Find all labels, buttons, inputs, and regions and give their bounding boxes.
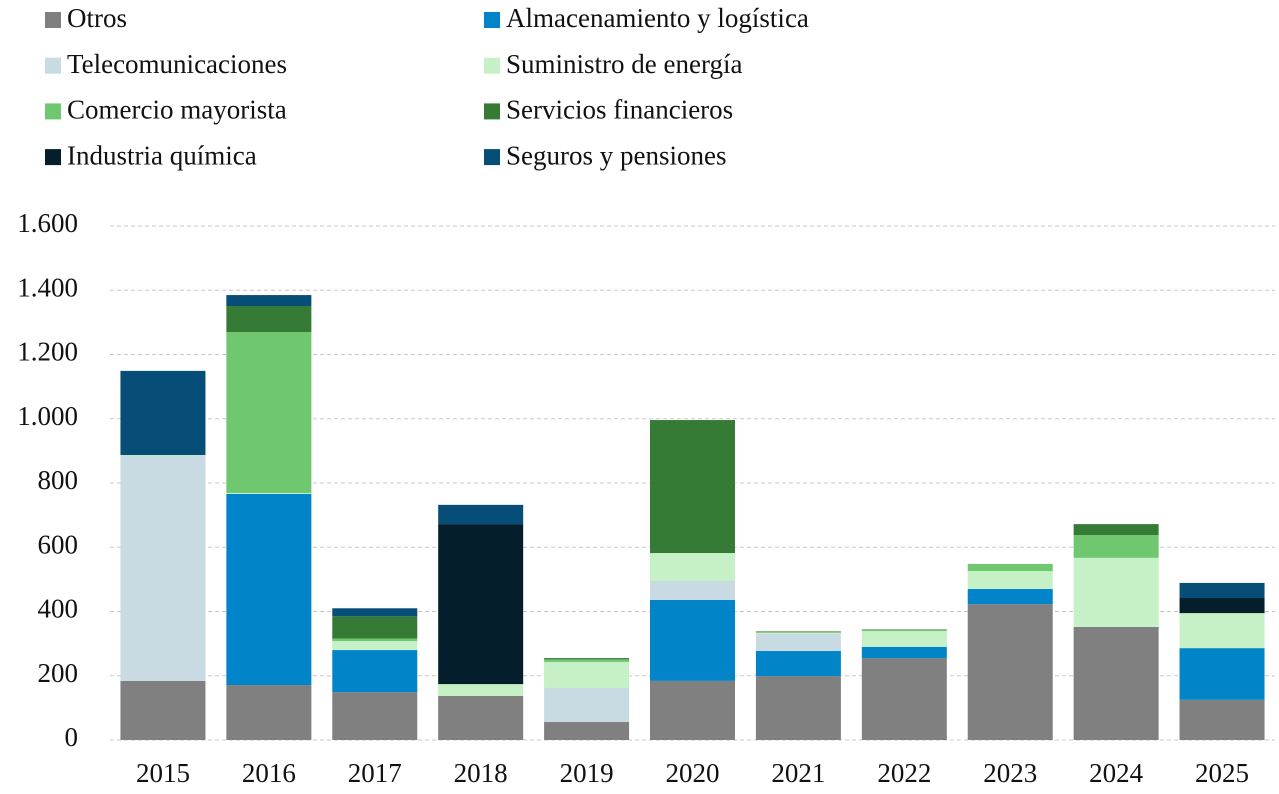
legend-swatch xyxy=(45,12,61,28)
bar-segment xyxy=(1073,557,1159,627)
bar-segment xyxy=(332,638,418,642)
bar-segment xyxy=(438,524,524,685)
bar-segment xyxy=(120,370,206,456)
bar-segment xyxy=(861,646,947,659)
y-tick-label: 1.600 xyxy=(17,208,78,238)
x-tick-label: 2022 xyxy=(877,758,931,788)
x-tick-label: 2016 xyxy=(242,758,296,788)
legend-swatch xyxy=(484,103,500,120)
bar-segment xyxy=(650,553,735,581)
y-tick-label: 600 xyxy=(38,529,79,559)
bar-segment xyxy=(1179,648,1265,700)
y-tick-label: 400 xyxy=(38,594,79,624)
legend-label: Servicios financieros xyxy=(506,95,733,125)
bar-segment xyxy=(226,492,312,494)
y-tick-label: 0 xyxy=(65,722,79,752)
y-tick-label: 1.400 xyxy=(17,272,78,302)
bar-segment xyxy=(544,658,630,660)
bar-segment xyxy=(120,680,206,740)
bar-segment xyxy=(650,420,735,554)
legend-label: Industria química xyxy=(67,140,257,170)
bar-segment xyxy=(755,631,841,633)
x-tick-label: 2015 xyxy=(136,758,190,788)
legend-swatch xyxy=(484,149,500,166)
x-tick-label: 2020 xyxy=(666,758,720,788)
bar-segment xyxy=(1073,524,1159,536)
bar-segment xyxy=(861,629,947,631)
bar-segment xyxy=(332,641,418,651)
legend-swatch xyxy=(45,57,61,74)
bar-segment xyxy=(438,504,524,525)
bar-segment xyxy=(1179,582,1265,599)
legend-swatch xyxy=(484,57,500,74)
bar-segment xyxy=(755,632,841,634)
bar-segment xyxy=(650,580,735,600)
y-tick-label: 800 xyxy=(38,465,79,495)
y-tick-label: 1.200 xyxy=(17,337,78,367)
bar-segment xyxy=(755,676,841,740)
bar-segment xyxy=(544,661,630,688)
bar-segment xyxy=(967,589,1053,605)
bar-segment xyxy=(755,633,841,652)
bar-segment xyxy=(226,493,312,686)
bar-segment xyxy=(332,608,418,617)
x-tick-label: 2023 xyxy=(983,758,1037,788)
legend-swatch xyxy=(484,12,500,28)
bar-segment xyxy=(650,680,735,740)
legend-label: Telecomunicaciones xyxy=(67,49,287,79)
bar-segment xyxy=(967,571,1053,590)
bar-segment xyxy=(438,684,524,696)
bar-segment xyxy=(544,659,630,662)
bar-segment xyxy=(332,692,418,740)
bar-segment xyxy=(120,455,206,457)
bar-segment xyxy=(967,563,1053,572)
y-tick-label: 200 xyxy=(38,658,79,688)
x-tick-label: 2021 xyxy=(771,758,825,788)
bar-segment xyxy=(967,604,1053,740)
bar-segment xyxy=(226,685,312,740)
bar-segment xyxy=(332,616,418,639)
bar-segment xyxy=(438,695,524,740)
bar-segment xyxy=(861,630,947,632)
bar-segment xyxy=(1179,699,1265,740)
bar-segment xyxy=(755,651,841,677)
bar-segment xyxy=(1073,626,1159,740)
bar-segment xyxy=(226,305,312,333)
bar-segment xyxy=(332,650,418,693)
bar-segment xyxy=(120,456,206,681)
x-tick-label: 2018 xyxy=(454,758,508,788)
legend-label: Almacenamiento y logística xyxy=(506,3,809,33)
legend-label: Otros xyxy=(67,3,127,33)
legend-swatch xyxy=(45,149,61,166)
bar-segment xyxy=(861,631,947,647)
x-tick-label: 2024 xyxy=(1089,758,1144,788)
bar-segment xyxy=(1179,598,1265,614)
x-tick-label: 2019 xyxy=(560,758,614,788)
x-tick-label: 2017 xyxy=(348,758,402,788)
bar-segment xyxy=(1073,535,1159,558)
legend-swatch xyxy=(45,103,61,120)
bar-segment xyxy=(226,295,312,306)
x-tick-label: 2025 xyxy=(1195,758,1249,788)
legend-label: Comercio mayorista xyxy=(67,95,287,125)
bar-segment xyxy=(1179,613,1265,649)
legend-label: Suministro de energía xyxy=(506,49,742,79)
bar-segment xyxy=(650,599,735,681)
bar-segment xyxy=(544,687,630,723)
bar-segment xyxy=(861,658,947,740)
bar-segment xyxy=(544,722,630,740)
y-tick-label: 1.000 xyxy=(17,401,78,431)
bar-segment xyxy=(226,332,312,493)
legend-label: Seguros y pensiones xyxy=(506,140,726,170)
